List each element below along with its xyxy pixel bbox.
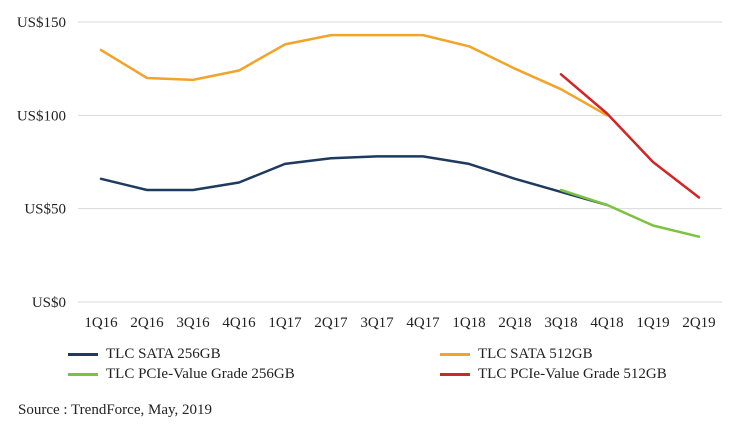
x-tick-label: 2Q17 — [314, 315, 348, 331]
x-tick-label: 2Q18 — [498, 315, 531, 331]
x-tick-label: 4Q16 — [222, 315, 256, 331]
x-tick-label: 4Q18 — [590, 315, 623, 331]
x-tick-label: 1Q19 — [636, 315, 669, 331]
source-note: Source : TrendForce, May, 2019 — [18, 402, 213, 418]
x-tick-label: 1Q18 — [452, 315, 485, 331]
x-tick-label: 4Q17 — [406, 315, 440, 331]
series-line-2 — [559, 188, 701, 238]
y-tick-label: US$0 — [32, 295, 66, 311]
y-axis-ticks: US$0 US$50 US$100 US$150 — [17, 15, 66, 311]
x-tick-label: 3Q16 — [176, 315, 210, 331]
series-line-0 — [99, 155, 609, 207]
y-tick-label: US$100 — [17, 108, 66, 124]
series-line-3 — [559, 73, 701, 199]
series-line-1 — [99, 33, 609, 117]
x-tick-label: 1Q16 — [84, 315, 118, 331]
series-lines — [99, 33, 701, 238]
x-tick-label: 2Q16 — [130, 315, 164, 331]
grid-lines — [78, 21, 722, 303]
y-tick-label: US$50 — [24, 202, 66, 218]
x-axis-ticks: 1Q16 2Q16 3Q16 4Q16 1Q17 2Q17 3Q17 4Q17 1Q18 2Q18… — [84, 315, 715, 331]
y-tick-label: US$150 — [17, 15, 66, 31]
x-tick-label: 3Q18 — [544, 315, 577, 331]
x-tick-label: 1Q17 — [268, 315, 302, 331]
x-tick-label: 2Q19 — [682, 315, 715, 331]
x-tick-label: 3Q17 — [360, 315, 394, 331]
